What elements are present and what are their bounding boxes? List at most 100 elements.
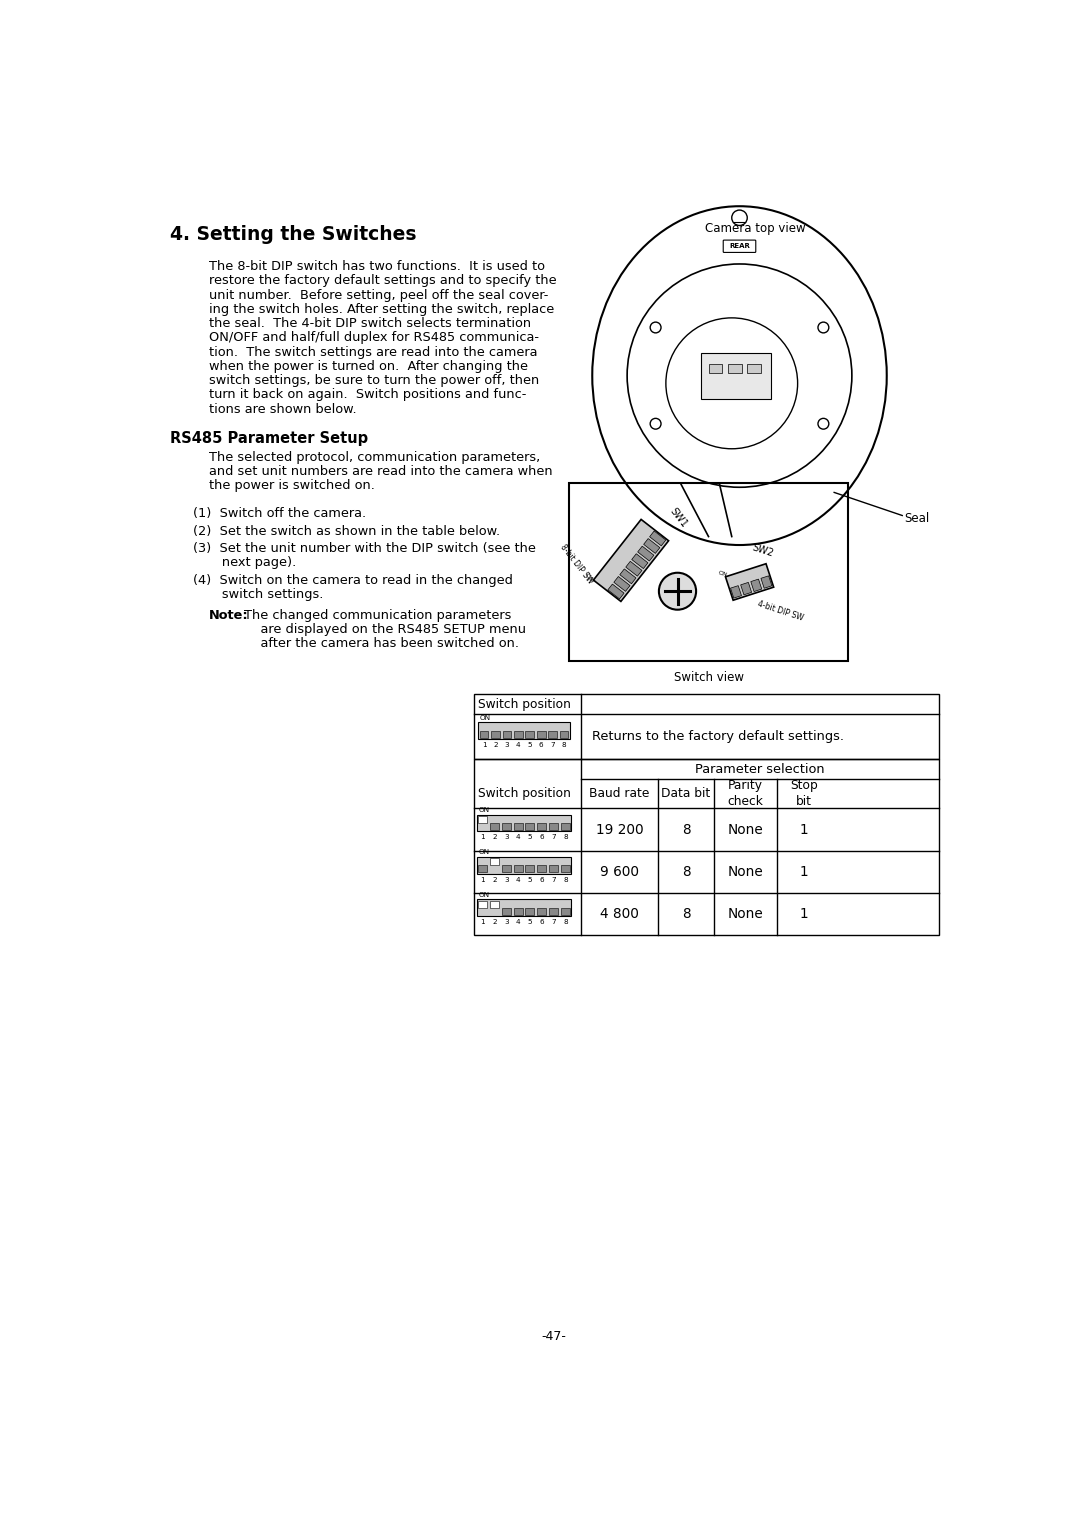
Text: 8: 8 <box>681 823 690 836</box>
Text: unit number.  Before setting, peel off the seal cover-: unit number. Before setting, peel off th… <box>208 288 548 302</box>
Polygon shape <box>741 583 752 595</box>
Circle shape <box>659 572 697 610</box>
Polygon shape <box>637 546 653 562</box>
Bar <box>537 823 546 830</box>
Text: next page).: next page). <box>193 555 296 569</box>
Polygon shape <box>761 575 772 589</box>
Bar <box>747 365 761 374</box>
Bar <box>569 484 848 661</box>
Polygon shape <box>632 554 648 569</box>
Text: Returns to the factory default settings.: Returns to the factory default settings. <box>592 731 845 743</box>
Text: SW1: SW1 <box>669 507 689 530</box>
Text: ON: ON <box>478 891 489 897</box>
Text: 8: 8 <box>681 865 690 879</box>
Bar <box>502 908 511 914</box>
Bar <box>478 900 487 908</box>
Text: 1: 1 <box>799 865 808 879</box>
Bar <box>490 858 499 865</box>
Text: 6: 6 <box>540 919 544 925</box>
Text: ON/OFF and half/full duplex for RS485 communica-: ON/OFF and half/full duplex for RS485 co… <box>208 331 539 345</box>
Text: 7: 7 <box>551 876 556 882</box>
Text: 8: 8 <box>681 908 690 922</box>
Text: 5: 5 <box>528 919 532 925</box>
Text: 1: 1 <box>481 835 485 841</box>
Bar <box>480 731 488 737</box>
Text: switch settings, be sure to turn the power off, then: switch settings, be sure to turn the pow… <box>208 374 539 388</box>
Text: and set unit numbers are read into the camera when: and set unit numbers are read into the c… <box>208 465 552 478</box>
Text: are displayed on the RS485 SETUP menu: are displayed on the RS485 SETUP menu <box>243 623 526 636</box>
Text: (4)  Switch on the camera to read in the changed: (4) Switch on the camera to read in the … <box>193 574 513 586</box>
Text: 3: 3 <box>504 876 509 882</box>
Text: 2: 2 <box>492 919 497 925</box>
Bar <box>526 908 535 914</box>
Text: Switch view: Switch view <box>674 671 743 684</box>
Text: ON: ON <box>478 807 489 813</box>
Bar <box>478 865 487 873</box>
Text: 6: 6 <box>540 835 544 841</box>
Polygon shape <box>613 577 630 592</box>
Text: 3: 3 <box>504 835 509 841</box>
Text: 6: 6 <box>540 876 544 882</box>
Text: Switch position: Switch position <box>477 787 570 800</box>
Bar <box>514 908 523 914</box>
Text: tion.  The switch settings are read into the camera: tion. The switch settings are read into … <box>208 345 537 359</box>
Text: REAR: REAR <box>729 243 750 249</box>
Text: 1: 1 <box>799 908 808 922</box>
Text: turn it back on again.  Switch positions and func-: turn it back on again. Switch positions … <box>208 388 526 401</box>
Text: ing the switch holes. After setting the switch, replace: ing the switch holes. After setting the … <box>208 302 554 316</box>
Bar <box>502 731 511 737</box>
Text: 4: 4 <box>516 742 521 748</box>
Text: Stop
bit: Stop bit <box>789 780 818 809</box>
Polygon shape <box>644 539 660 554</box>
Text: ON: ON <box>717 569 728 578</box>
Text: None: None <box>728 908 764 922</box>
Bar <box>474 758 939 935</box>
Text: (3)  Set the unit number with the DIP switch (see the: (3) Set the unit number with the DIP swi… <box>193 542 536 555</box>
Text: 8: 8 <box>563 876 568 882</box>
Text: 7: 7 <box>551 742 555 748</box>
Text: 3: 3 <box>504 919 509 925</box>
Bar <box>549 908 558 914</box>
Text: 2: 2 <box>494 742 498 748</box>
Text: ON: ON <box>583 572 593 583</box>
Text: 8: 8 <box>563 835 568 841</box>
Text: 1: 1 <box>481 919 485 925</box>
Polygon shape <box>625 562 642 577</box>
Bar <box>549 731 557 737</box>
Text: -47-: -47- <box>541 1331 566 1343</box>
Text: after the camera has been switched on.: after the camera has been switched on. <box>243 638 518 650</box>
Text: 5: 5 <box>528 876 532 882</box>
Text: (1)  Switch off the camera.: (1) Switch off the camera. <box>193 507 366 520</box>
Bar <box>537 908 546 914</box>
Polygon shape <box>649 531 666 546</box>
Bar <box>514 731 523 737</box>
Text: Data bit: Data bit <box>661 787 711 800</box>
Bar <box>476 858 571 874</box>
Text: The 8-bit DIP switch has two functions.  It is used to: The 8-bit DIP switch has two functions. … <box>208 259 544 273</box>
Polygon shape <box>608 584 624 598</box>
Bar <box>526 823 535 830</box>
Bar <box>474 694 939 758</box>
Bar <box>549 865 558 873</box>
Text: 6: 6 <box>539 742 543 748</box>
Bar <box>549 823 558 830</box>
Polygon shape <box>593 519 669 601</box>
Text: RS485 Parameter Setup: RS485 Parameter Setup <box>170 430 368 446</box>
Text: the seal.  The 4-bit DIP switch selects termination: the seal. The 4-bit DIP switch selects t… <box>208 317 530 330</box>
Text: 1: 1 <box>799 823 808 836</box>
Text: ON: ON <box>480 714 491 720</box>
Text: Parity
check: Parity check <box>728 780 764 809</box>
Text: 8-bit DIP SW: 8-bit DIP SW <box>558 543 595 586</box>
Text: The changed communication parameters: The changed communication parameters <box>243 609 511 623</box>
Text: 19 200: 19 200 <box>595 823 644 836</box>
Text: Note:: Note: <box>208 609 248 623</box>
Bar <box>561 908 570 914</box>
Polygon shape <box>726 563 773 600</box>
Bar <box>514 865 523 873</box>
Text: tions are shown below.: tions are shown below. <box>208 403 356 415</box>
Text: 2: 2 <box>492 835 497 841</box>
Bar <box>561 865 570 873</box>
Text: restore the factory default settings and to specify the: restore the factory default settings and… <box>208 275 556 287</box>
Bar <box>476 899 571 916</box>
Text: (2)  Set the switch as shown in the table below.: (2) Set the switch as shown in the table… <box>193 525 500 537</box>
